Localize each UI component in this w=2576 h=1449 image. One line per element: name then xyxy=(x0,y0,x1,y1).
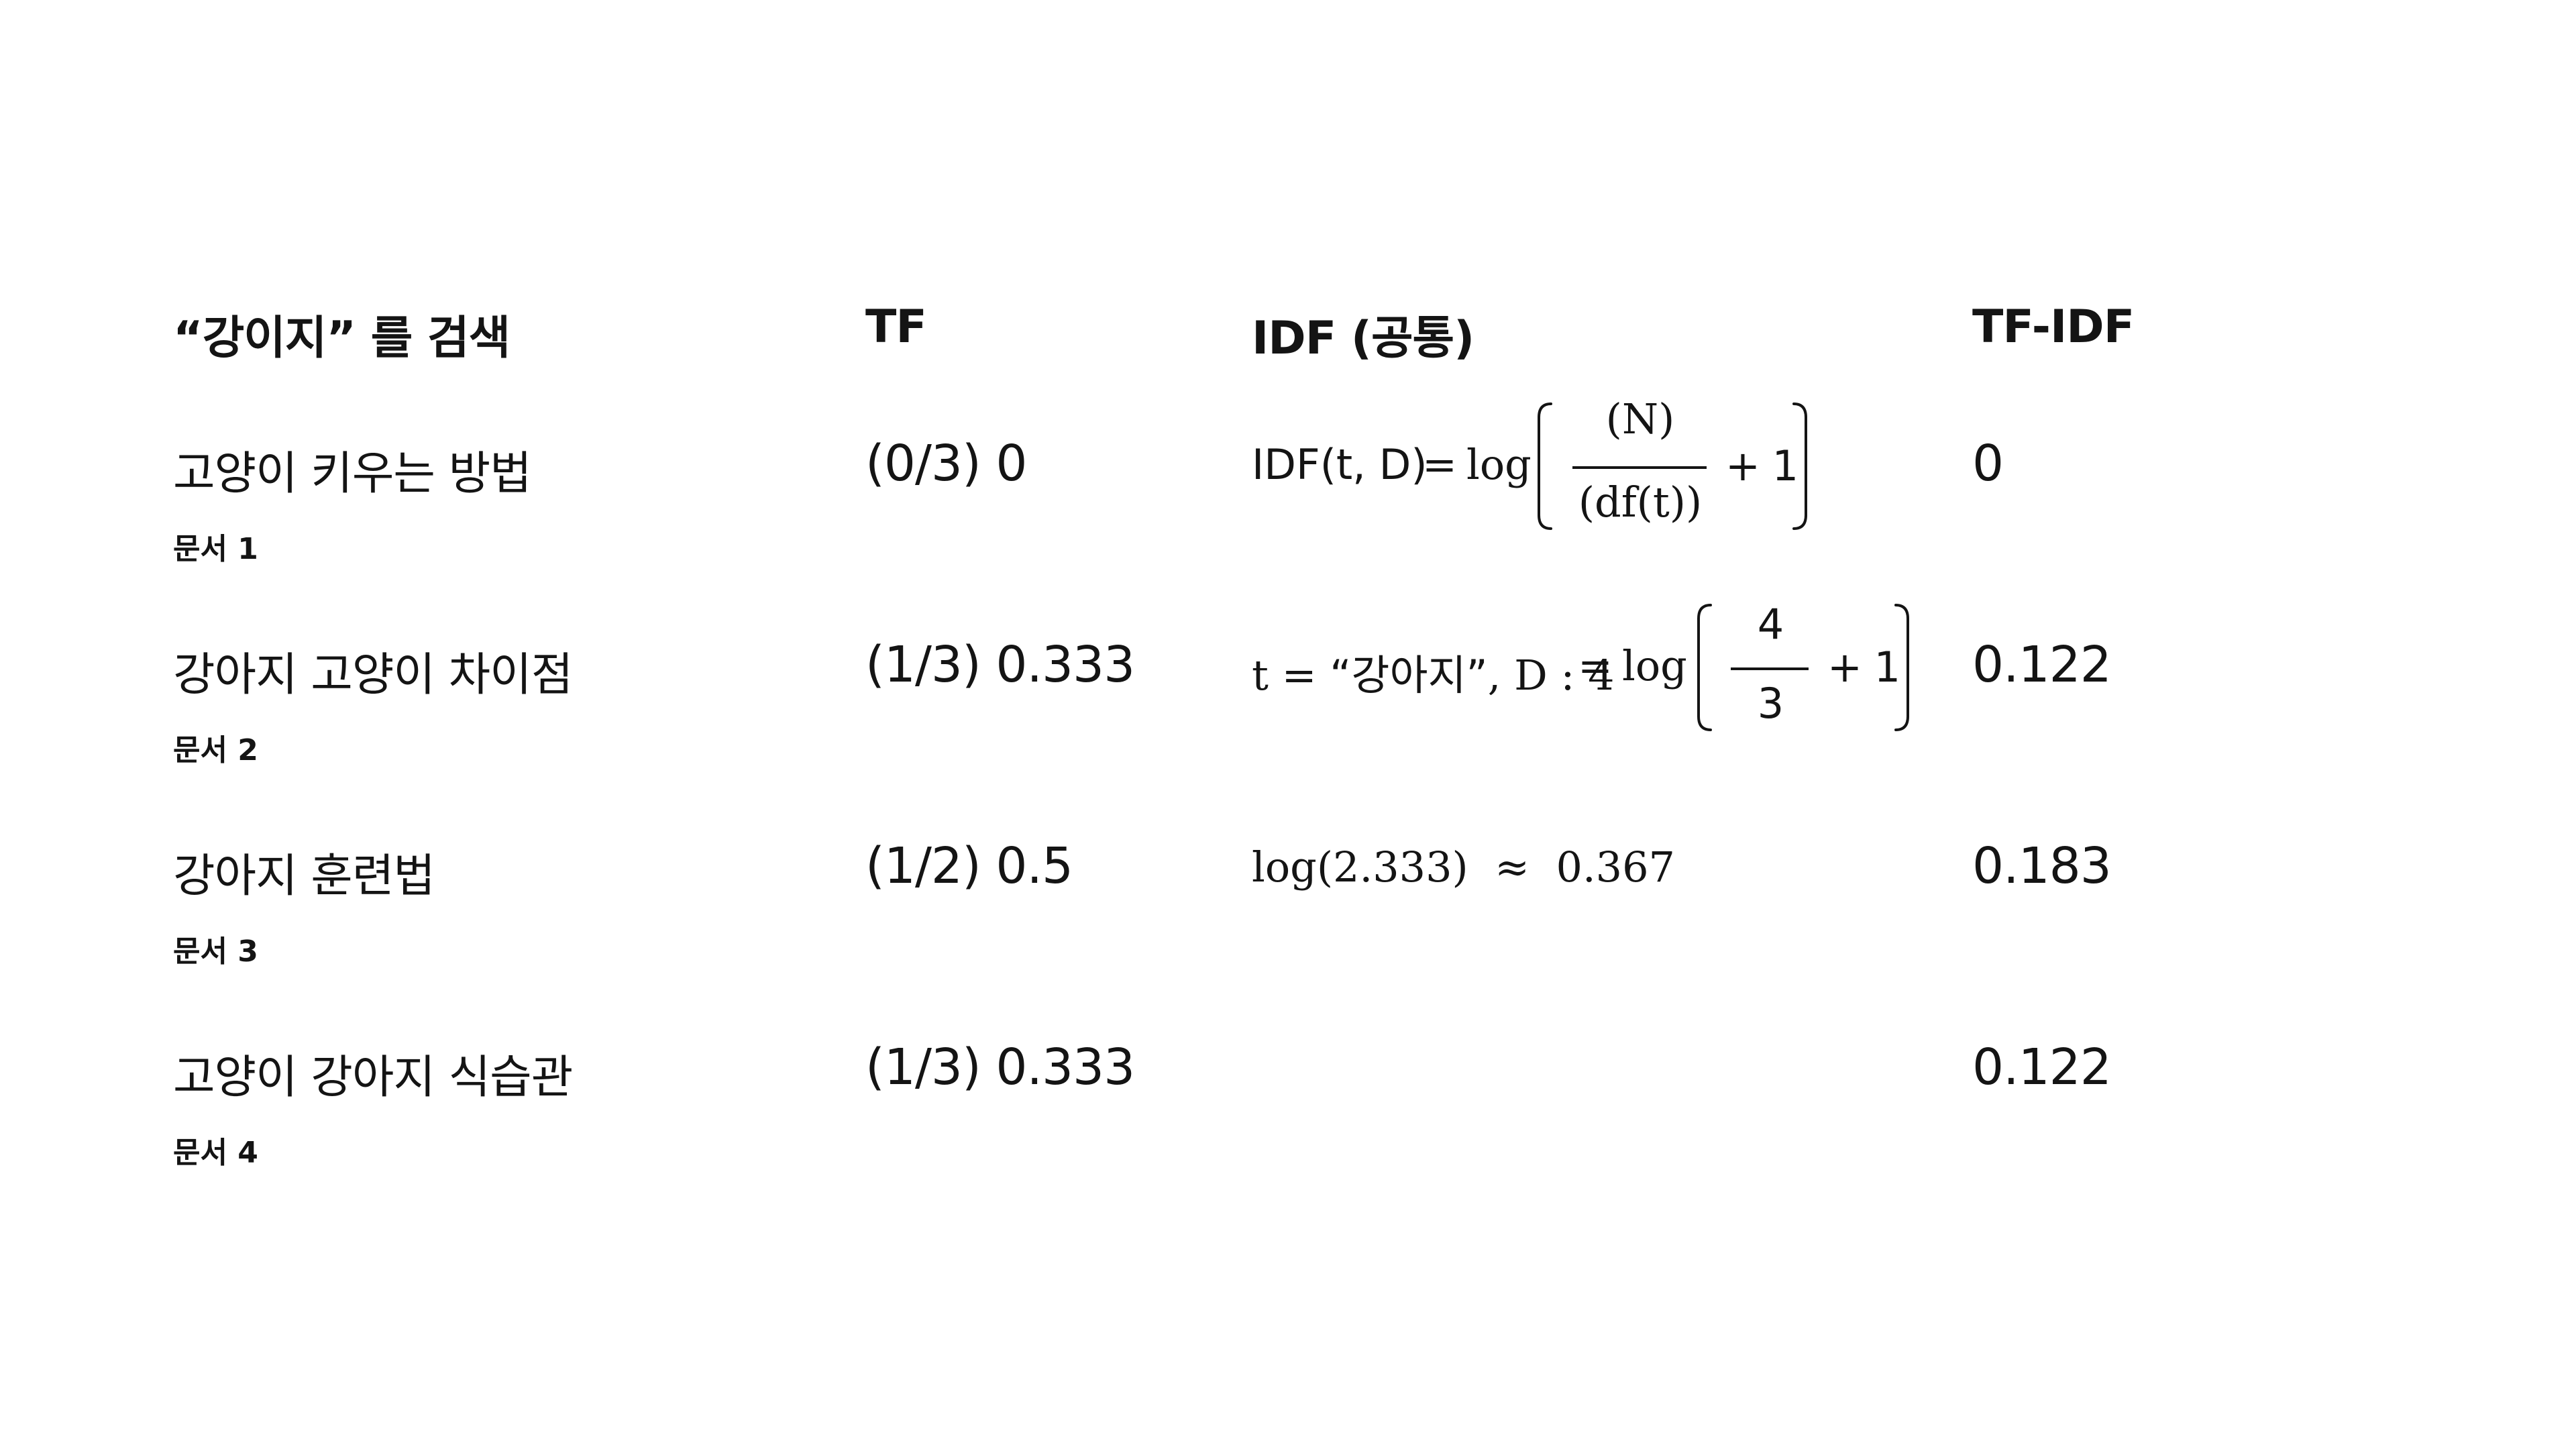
fraction-bar xyxy=(1731,667,1809,670)
doc-tf: (1/2) 0.5 xyxy=(865,837,1073,895)
doc-title: 고양이 키우는 방법 xyxy=(173,447,532,500)
idf-formula-numerator: (N) xyxy=(1605,394,1675,443)
idf-sub-d: , D : 4 xyxy=(1487,651,1615,700)
right-bracket-icon xyxy=(1894,604,1909,731)
header-idf: IDF (공통) xyxy=(1252,312,1474,365)
idf-formula-plus: + 1 xyxy=(1725,441,1799,490)
left-bracket-icon xyxy=(1538,402,1552,530)
header-tfidf: TF-IDF xyxy=(1972,301,2135,354)
doc-title: 강아지 훈련법 xyxy=(173,850,435,903)
idf-sub-t: t = xyxy=(1252,651,1330,700)
doc-title: 고양이 강아지 식습관 xyxy=(173,1051,573,1104)
doc-label: 문서 4 xyxy=(173,1136,258,1170)
doc-tf: (0/3) 0 xyxy=(865,435,1027,492)
idf-formula-eq: = xyxy=(1422,440,1457,489)
left-bracket-icon xyxy=(1697,604,1712,731)
doc-tf: (1/3) 0.333 xyxy=(865,636,1135,694)
idf-sub-eq: = xyxy=(1578,641,1613,690)
doc-tfidf: 0 xyxy=(1972,435,2004,492)
idf-formula-lhs: IDF(t, D) xyxy=(1252,440,1428,489)
fraction-bar xyxy=(1572,466,1707,469)
doc-title: 강아지 고양이 차이점 xyxy=(173,649,573,702)
doc-label: 문서 3 xyxy=(173,934,258,969)
idf-sub-numerator: 4 xyxy=(1757,600,1784,649)
idf-sub-term: “강아지” xyxy=(1330,651,1488,700)
doc-tfidf: 0.183 xyxy=(1972,837,2112,895)
idf-sub-log: log xyxy=(1622,641,1687,690)
idf-formula-denominator: (df(t)) xyxy=(1578,478,1703,527)
idf-sub-denominator: 3 xyxy=(1757,679,1784,728)
header-tf: TF xyxy=(865,301,927,354)
doc-label: 문서 2 xyxy=(173,733,258,767)
header-query: “강이지” 를 검색 xyxy=(173,312,511,365)
right-bracket-icon xyxy=(1792,402,1807,530)
doc-label: 문서 1 xyxy=(173,532,258,566)
doc-tfidf: 0.122 xyxy=(1972,1038,2112,1096)
idf-sub-plus: + 1 xyxy=(1827,643,1900,692)
idf-result: log(2.333) ≈ 0.367 xyxy=(1252,843,1675,892)
doc-tfidf: 0.122 xyxy=(1972,636,2112,694)
idf-formula-log: log xyxy=(1466,440,1532,489)
doc-tf: (1/3) 0.333 xyxy=(865,1038,1135,1096)
